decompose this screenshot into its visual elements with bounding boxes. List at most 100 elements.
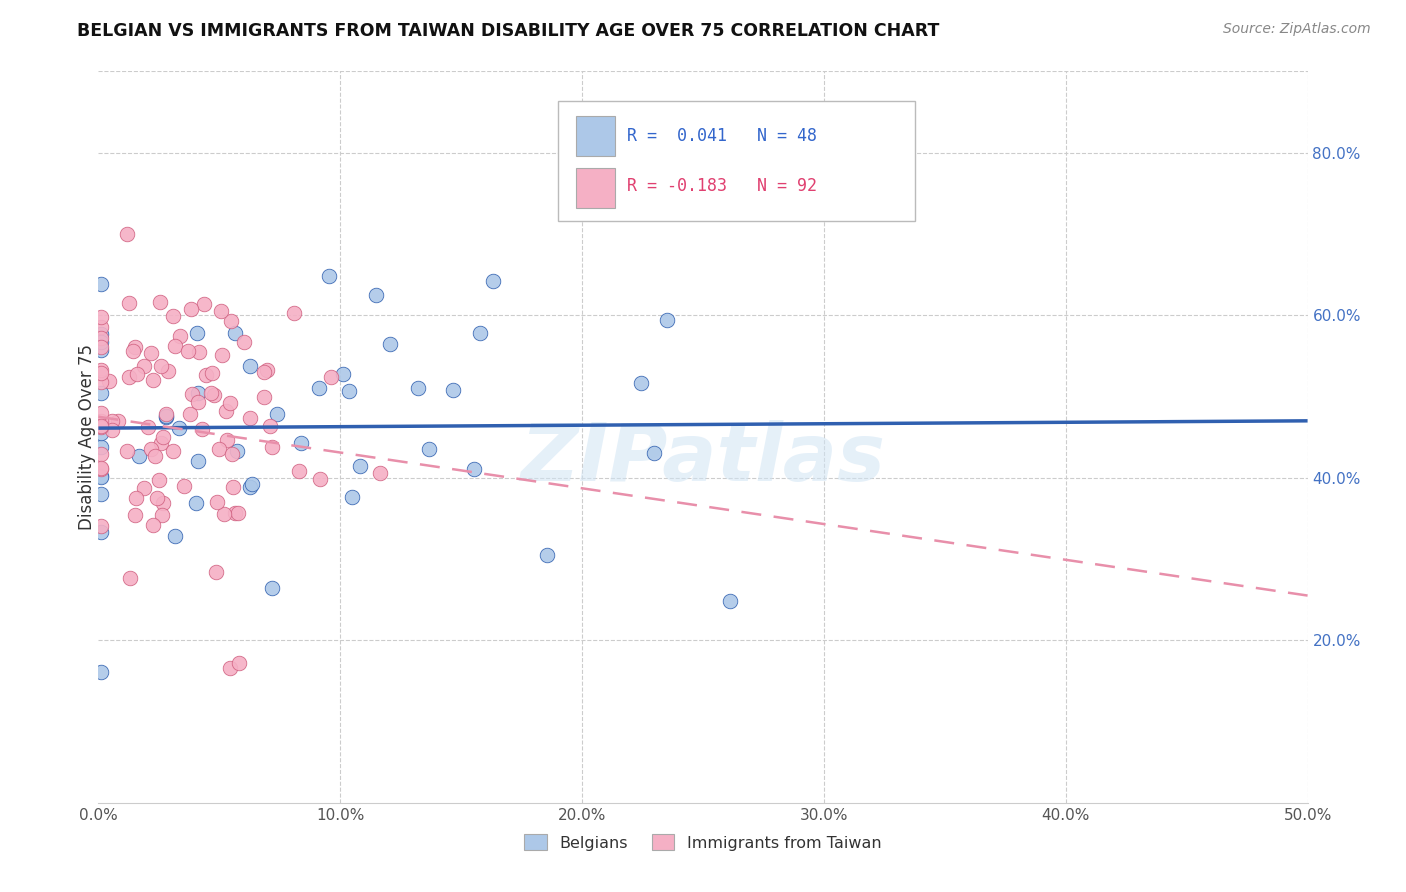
Point <box>195 368 218 382</box>
Point <box>219 314 242 328</box>
Point <box>152 508 174 523</box>
Point <box>173 479 195 493</box>
FancyBboxPatch shape <box>576 169 614 208</box>
Point <box>212 507 235 521</box>
Point <box>340 490 363 504</box>
Point <box>121 344 143 359</box>
Point <box>163 339 186 353</box>
Point <box>308 381 330 395</box>
Point <box>155 409 177 424</box>
Point <box>239 359 262 374</box>
Point <box>118 571 141 585</box>
Point <box>90 366 112 380</box>
Point <box>90 462 112 476</box>
Point <box>90 310 112 325</box>
Point <box>219 395 242 409</box>
Point <box>209 304 232 318</box>
Point <box>418 442 440 457</box>
Point <box>217 434 239 448</box>
Point <box>115 227 138 241</box>
Point <box>163 529 186 543</box>
Point <box>162 443 184 458</box>
Text: R = -0.183   N = 92: R = -0.183 N = 92 <box>627 177 817 195</box>
Point <box>152 430 174 444</box>
Point <box>167 421 190 435</box>
Point <box>132 359 155 373</box>
Point <box>90 327 112 342</box>
Point <box>207 442 229 456</box>
Point <box>90 406 112 420</box>
Point <box>150 359 173 374</box>
Point <box>118 295 141 310</box>
Text: Source: ZipAtlas.com: Source: ZipAtlas.com <box>1223 22 1371 37</box>
Point <box>115 443 138 458</box>
Point <box>366 287 388 301</box>
Point <box>240 476 263 491</box>
Point <box>228 656 250 670</box>
Point <box>124 508 146 523</box>
Point <box>441 383 464 397</box>
Point <box>283 306 305 320</box>
Point <box>643 445 665 459</box>
Point <box>319 370 342 384</box>
Point <box>90 331 112 345</box>
Point <box>262 440 284 454</box>
Point <box>536 548 558 562</box>
Point <box>718 594 741 608</box>
Point <box>149 295 172 310</box>
Point <box>128 449 150 463</box>
Point <box>332 367 354 381</box>
Point <box>233 335 256 350</box>
Point <box>200 386 222 401</box>
Point <box>309 472 332 486</box>
Point <box>90 486 112 500</box>
Point <box>470 326 492 340</box>
Point <box>193 297 215 311</box>
Point <box>90 460 112 475</box>
Point <box>239 479 262 493</box>
Point <box>138 419 160 434</box>
Point <box>180 386 202 401</box>
Point <box>201 366 224 380</box>
Point <box>155 409 177 424</box>
Point <box>139 442 162 456</box>
Point <box>90 386 112 401</box>
Text: BELGIAN VS IMMIGRANTS FROM TAIWAN DISABILITY AGE OVER 75 CORRELATION CHART: BELGIAN VS IMMIGRANTS FROM TAIWAN DISABI… <box>77 22 939 40</box>
Point <box>380 337 402 351</box>
Point <box>143 449 166 463</box>
Point <box>152 496 174 510</box>
Point <box>90 414 112 428</box>
Point <box>90 425 112 440</box>
Point <box>222 480 245 494</box>
Point <box>368 466 391 480</box>
Point <box>463 462 485 476</box>
Point <box>90 468 112 483</box>
Point <box>125 491 148 505</box>
Point <box>90 277 112 292</box>
Point <box>90 419 112 434</box>
Point <box>215 403 238 417</box>
Point <box>100 424 122 438</box>
Point <box>187 395 209 409</box>
Point <box>90 470 112 484</box>
Point <box>90 665 112 679</box>
Point <box>191 421 214 435</box>
FancyBboxPatch shape <box>558 101 915 221</box>
FancyBboxPatch shape <box>576 116 614 155</box>
Point <box>290 436 312 450</box>
Point <box>221 447 243 461</box>
Point <box>132 481 155 495</box>
Point <box>219 661 242 675</box>
Point <box>318 268 340 283</box>
Point <box>142 373 165 387</box>
Point <box>186 386 208 401</box>
Point <box>90 418 112 433</box>
Point <box>90 440 112 454</box>
Point <box>204 565 226 579</box>
Point <box>253 365 276 379</box>
Point <box>406 381 429 395</box>
Text: ZIPatlas: ZIPatlas <box>520 420 886 498</box>
Point <box>139 346 162 360</box>
Point <box>188 345 211 359</box>
Text: R =  0.041   N = 48: R = 0.041 N = 48 <box>627 127 817 145</box>
